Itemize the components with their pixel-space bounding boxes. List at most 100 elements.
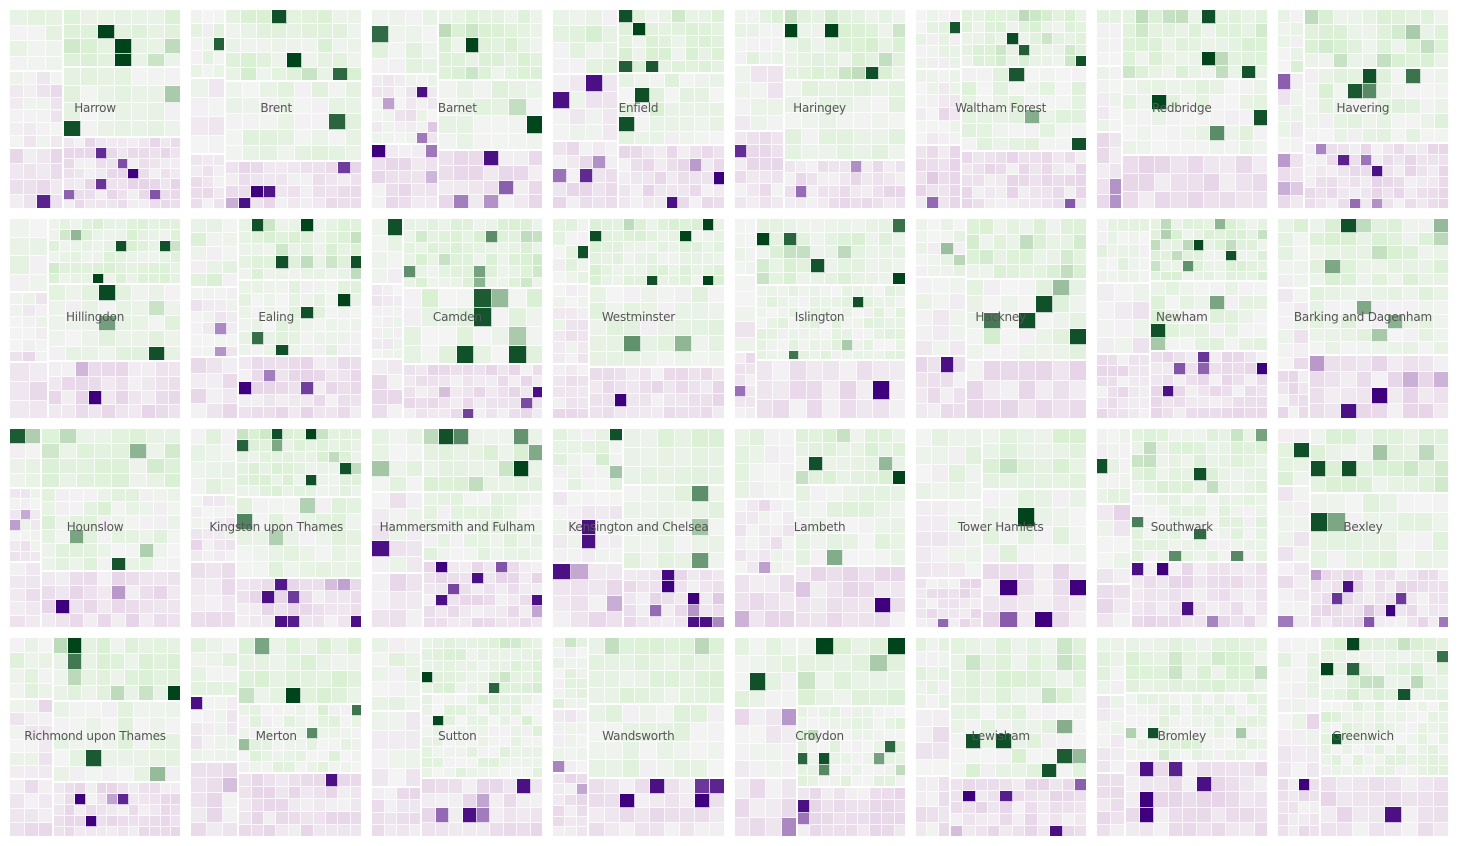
treemap-cell: [1109, 106, 1121, 120]
treemap-cell: [659, 35, 673, 49]
treemap-cell: [843, 597, 859, 614]
treemap-cell: [263, 162, 276, 175]
treemap-cell: [227, 709, 238, 724]
treemap-rect: [733, 131, 784, 210]
treemap-cell: [271, 53, 288, 68]
treemap-cell: [756, 329, 768, 340]
treemap-cell: [166, 766, 181, 781]
treemap-cell: [1195, 110, 1211, 126]
treemap-cell: [1372, 328, 1388, 343]
treemap-cell: [248, 451, 261, 463]
treemap-cell: [223, 260, 238, 275]
treemap-cell: [372, 812, 385, 826]
treemap-cell: [938, 158, 951, 172]
treemap-rect: [225, 161, 363, 210]
treemap-cell: [23, 136, 37, 147]
treemap-cell: [288, 268, 302, 280]
treemap-cell: [1304, 199, 1317, 209]
treemap-cell: [456, 346, 475, 364]
treemap-cell: [460, 617, 473, 627]
treemap-cell: [26, 589, 40, 603]
treemap-cell: [456, 289, 475, 309]
treemap-cell: [10, 808, 25, 824]
treemap-cell: [1202, 38, 1216, 52]
treemap-cell: [166, 734, 181, 751]
treemap-cell: [1252, 192, 1267, 209]
treemap-cell: [1162, 10, 1176, 24]
treemap-cell: [1277, 22, 1292, 36]
treemap-cell: [1309, 342, 1326, 355]
treemap-cell: [610, 520, 623, 535]
treemap-cell: [351, 486, 362, 496]
treemap-cell: [1204, 229, 1216, 241]
treemap-cell: [1162, 38, 1176, 52]
treemap-cell: [1243, 602, 1257, 616]
treemap-cell: [485, 242, 498, 255]
treemap-cell: [300, 198, 314, 209]
treemap-cell: [532, 606, 543, 618]
treemap-cell: [772, 158, 783, 172]
treemap-rect: [1095, 583, 1131, 628]
treemap-cell: [734, 337, 755, 352]
treemap-rect: [9, 561, 41, 628]
treemap-cell: [405, 711, 421, 731]
treemap-cell: [60, 252, 72, 264]
treemap-cell: [1118, 365, 1130, 377]
treemap-cell: [767, 99, 783, 116]
treemap-cell: [1017, 596, 1036, 613]
treemap-cell: [74, 189, 86, 200]
treemap-cell: [927, 46, 939, 58]
treemap-cell: [340, 727, 352, 740]
treemap-cell: [529, 476, 543, 491]
treemap-rect: [423, 491, 544, 561]
treemap-cell: [149, 179, 161, 190]
treemap-cell: [315, 529, 332, 547]
treemap-cell: [795, 534, 812, 551]
treemap-cell: [862, 173, 874, 186]
treemap-cell: [94, 458, 113, 474]
treemap-cell: [313, 344, 326, 356]
treemap-cell: [938, 108, 951, 121]
treemap-cell: [645, 35, 660, 49]
treemap-cell: [1070, 345, 1086, 360]
treemap-cell: [1416, 188, 1428, 200]
treemap-cell: [1387, 260, 1404, 274]
treemap-cell: [29, 382, 47, 401]
treemap-cell: [31, 488, 40, 500]
treemap-cell: [1310, 493, 1329, 513]
treemap-cell: [10, 499, 21, 510]
treemap-cell: [301, 357, 314, 370]
treemap-cell: [678, 158, 691, 172]
treemap-cell: [350, 256, 362, 269]
treemap-cell: [1434, 328, 1448, 343]
treemap-cell: [565, 232, 579, 246]
treemap-cell: [1150, 261, 1162, 272]
treemap-cell: [1064, 175, 1077, 187]
treemap-cell: [1225, 140, 1240, 154]
treemap-cell: [1427, 199, 1439, 209]
treemap-cell: [1206, 481, 1219, 493]
treemap-cell: [312, 603, 326, 617]
treemap-cell: [276, 357, 289, 370]
treemap-cell: [499, 460, 515, 477]
treemap-cell: [287, 616, 301, 627]
treemap-cell: [10, 458, 26, 474]
treemap-cell: [422, 26, 438, 43]
treemap-cell: [950, 34, 960, 46]
treemap-cell: [1056, 82, 1072, 96]
treemap-cell: [811, 597, 828, 614]
treemap-cell: [517, 492, 532, 507]
treemap-cell: [288, 382, 302, 395]
treemap-cell: [302, 38, 318, 54]
treemap-cell: [590, 406, 603, 418]
treemap-cell: [756, 272, 771, 285]
treemap-cell: [619, 102, 635, 118]
treemap-cell: [932, 294, 950, 310]
treemap-cell: [698, 48, 713, 62]
treemap-cell: [300, 616, 313, 627]
treemap-cell: [1155, 156, 1172, 175]
treemap-cell: [139, 179, 150, 190]
treemap-cell: [745, 375, 755, 387]
treemap-cell: [50, 149, 62, 165]
treemap-cell: [1327, 177, 1339, 189]
